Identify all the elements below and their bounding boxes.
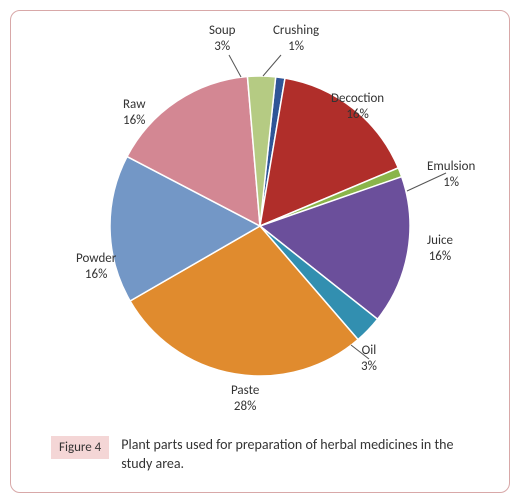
slice-percent: 1% (273, 39, 319, 55)
slice-name: Oil (361, 343, 377, 359)
slice-name: Paste (231, 383, 259, 399)
slice-label: Powder16% (76, 251, 116, 282)
pie-chart: Crushing1%Decoction16%Emulsion1%Juice16%… (11, 11, 509, 411)
slice-label: Decoction16% (331, 91, 384, 122)
slice-label: Crushing1% (273, 23, 319, 54)
slice-name: Soup (209, 23, 236, 39)
slice-percent: 28% (231, 399, 259, 415)
leader-line (263, 55, 281, 76)
caption-row: Figure 4 Plant parts used for preparatio… (51, 436, 471, 474)
slice-percent: 16% (76, 267, 116, 283)
leader-line (229, 55, 241, 77)
slice-name: Juice (427, 233, 453, 249)
slice-percent: 3% (361, 359, 377, 375)
slice-percent: 16% (123, 113, 146, 129)
figure-caption: Plant parts used for preparation of herb… (121, 436, 471, 474)
slice-name: Powder (76, 251, 116, 267)
figure-badge: Figure 4 (51, 436, 109, 459)
slice-name: Crushing (273, 23, 319, 39)
slice-percent: 3% (209, 39, 236, 55)
slice-label: Soup3% (209, 23, 236, 54)
pie-svg (11, 11, 509, 421)
slice-name: Decoction (331, 91, 384, 107)
slice-label: Juice16% (427, 233, 453, 264)
slice-percent: 16% (331, 107, 384, 123)
slice-label: Raw16% (123, 97, 146, 128)
slice-name: Emulsion (427, 159, 475, 175)
slice-label: Emulsion1% (427, 159, 475, 190)
figure-container: Crushing1%Decoction16%Emulsion1%Juice16%… (10, 10, 510, 493)
slice-percent: 1% (427, 175, 475, 191)
slice-percent: 16% (427, 249, 453, 265)
slice-label: Oil3% (361, 343, 377, 374)
slice-label: Paste28% (231, 383, 259, 414)
slice-name: Raw (123, 97, 146, 113)
